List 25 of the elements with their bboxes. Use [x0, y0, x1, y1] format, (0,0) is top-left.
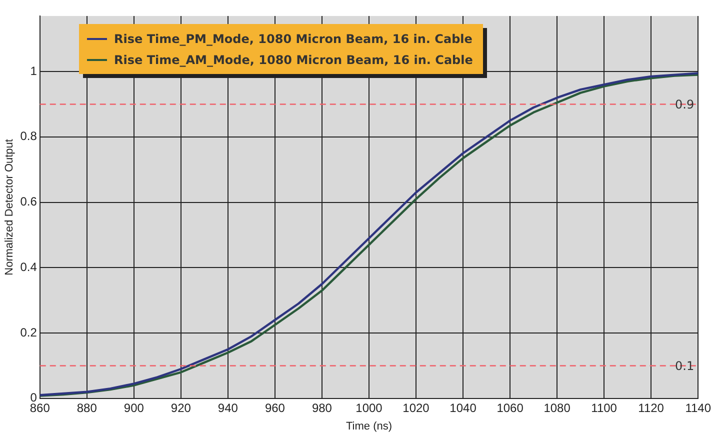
x-tick-label: 1140 — [685, 400, 712, 415]
y-axis-title: Normalized Detector Output — [4, 139, 16, 276]
x-tick-label: 1060 — [496, 400, 524, 415]
y-tick-label: 0.8 — [20, 129, 38, 144]
y-tick-label: 0.6 — [20, 194, 38, 209]
ref-line-label: 0.1 — [675, 358, 694, 373]
x-tick-label: 1100 — [591, 400, 618, 415]
x-axis-title: Time (ns) — [346, 420, 392, 432]
x-tick-label: 1000 — [356, 400, 383, 415]
x-tick-label: 940 — [218, 400, 238, 415]
ref-line-label: 0.9 — [675, 97, 694, 112]
x-tick-label: 1120 — [638, 400, 664, 415]
x-tick-label: 920 — [170, 400, 192, 415]
x-tick-label: 980 — [312, 400, 332, 415]
y-tick-label: 1 — [30, 64, 38, 78]
legend-label: Rise Time_PM_Mode, 1080 Micron Beam, 16 in. Cable — [114, 32, 472, 46]
x-tick-label: 880 — [76, 400, 98, 415]
y-tick-label: 0.4 — [20, 260, 38, 274]
y-tick-label: 0.2 — [20, 325, 38, 340]
x-tick-label: 1080 — [544, 400, 571, 415]
x-tick-label: 900 — [124, 400, 144, 415]
x-tick-label: 1020 — [402, 400, 430, 415]
x-tick-label: 960 — [264, 400, 286, 415]
x-tick-label: 1040 — [450, 400, 477, 415]
legend-label: Rise Time_AM_Mode, 1080 Micron Beam, 16 in. Cable — [114, 52, 473, 66]
